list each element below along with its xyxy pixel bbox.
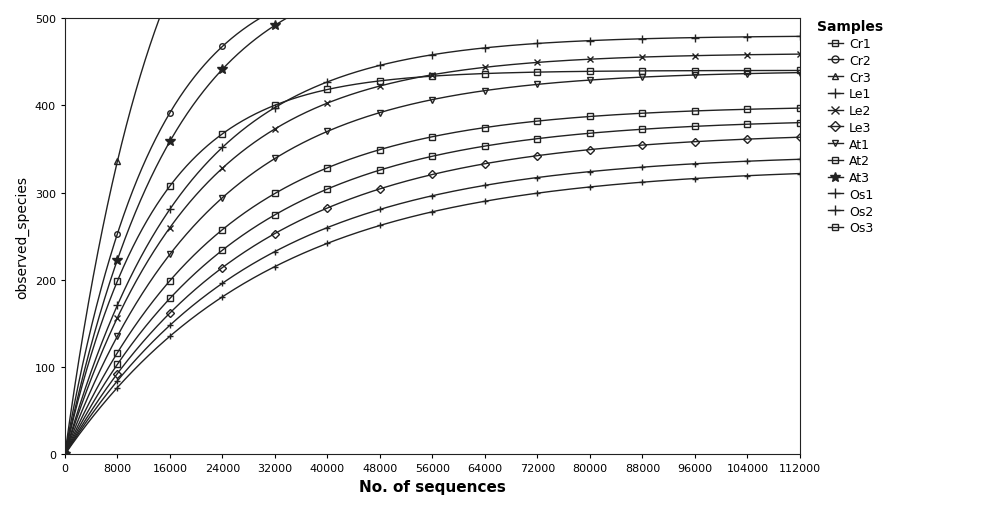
Y-axis label: observed_species: observed_species [15, 176, 29, 298]
X-axis label: No. of sequences: No. of sequences [359, 479, 506, 494]
Legend: Cr1, Cr2, Cr3, Le1, Le2, Le3, At1, At2, At3, Os1, Os2, Os3: Cr1, Cr2, Cr3, Le1, Le2, Le3, At1, At2, … [814, 16, 887, 239]
